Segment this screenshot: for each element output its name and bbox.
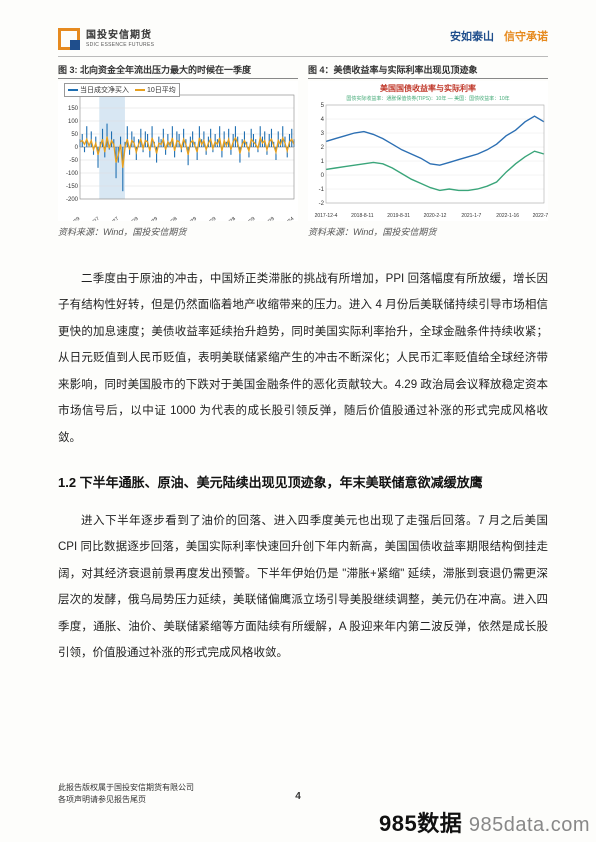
- charts-row: 图 3: 北向资金全年流出压力最大的时候在一季度 当日成交净买入 10日平均 -…: [58, 63, 548, 238]
- svg-text:-150: -150: [66, 184, 79, 190]
- svg-text:3: 3: [321, 131, 325, 137]
- logo-block: 国投安信期货 SDIC ESSENCE FUTURES: [58, 28, 154, 50]
- svg-text:4: 4: [321, 117, 325, 123]
- svg-text:2022/9/29: 2022/9/29: [235, 216, 256, 221]
- svg-text:-2: -2: [319, 201, 325, 207]
- svg-text:2017-12-4: 2017-12-4: [315, 213, 338, 219]
- chart4-inner-title: 美国国债收益率与实际利率: [308, 83, 548, 94]
- svg-text:1: 1: [321, 159, 325, 165]
- svg-text:2022/7/29: 2022/7/29: [197, 216, 218, 221]
- svg-text:2022/3/29: 2022/3/29: [119, 216, 140, 221]
- svg-text:-1: -1: [319, 187, 325, 193]
- svg-text:2022/10/29: 2022/10/29: [253, 216, 276, 221]
- svg-text:2022-1-16: 2022-1-16: [496, 213, 519, 219]
- slogan-right: 信守承诺: [504, 28, 548, 44]
- svg-text:2020-2-12: 2020-2-12: [424, 213, 447, 219]
- svg-text:2022/11/24: 2022/11/24: [273, 216, 296, 221]
- chart3-block: 图 3: 北向资金全年流出压力最大的时候在一季度 当日成交净买入 10日平均 -…: [58, 63, 298, 238]
- chart4-source: 资料来源：Wind，国投安信期货: [308, 225, 548, 238]
- svg-text:2022/6/29: 2022/6/29: [177, 216, 198, 221]
- chart4-area: 美国国债收益率与实际利率 国债实际收益率：通胀保值债券(TIPS)：10年 — …: [308, 81, 548, 221]
- svg-text:100: 100: [68, 119, 79, 125]
- paragraph-1: 二季度由于原油的冲击，中国矫正类滞胀的挑战有所增加，PPI 回落幅度有所放缓，增…: [58, 266, 548, 451]
- slogan-left: 安如泰山: [450, 28, 494, 44]
- svg-text:2022/2/27: 2022/2/27: [99, 216, 120, 221]
- svg-text:2: 2: [321, 145, 325, 151]
- slogan: 安如泰山 信守承诺: [450, 28, 548, 44]
- chart4-subtitle: 国债实际收益率：通胀保值债券(TIPS)：10年 — 美国：国债收益率：10年: [308, 95, 548, 102]
- svg-text:2022/5/28: 2022/5/28: [158, 216, 179, 221]
- logo-icon: [58, 28, 80, 50]
- svg-text:50: 50: [71, 132, 78, 138]
- svg-text:-200: -200: [66, 197, 79, 203]
- svg-text:2021-1-7: 2021-1-7: [461, 213, 481, 219]
- watermark-main: 985数据: [379, 811, 462, 836]
- logo-text-en: SDIC ESSENCE FUTURES: [86, 43, 154, 48]
- chart4-block: 图 4：美债收益率与实际利率出现见顶迹象 美国国债收益率与实际利率 国债实际收益…: [308, 63, 548, 238]
- chart3-legend1: 当日成交净买入: [80, 85, 129, 95]
- chart3-title: 图 3: 北向资金全年流出压力最大的时候在一季度: [58, 63, 298, 79]
- svg-text:2018-8-11: 2018-8-11: [351, 213, 374, 219]
- svg-text:150: 150: [68, 106, 79, 112]
- header-divider: [58, 56, 548, 57]
- svg-text:2022/4/29: 2022/4/29: [138, 216, 159, 221]
- watermark-url: 985data.com: [469, 814, 590, 836]
- chart4-title: 图 4：美债收益率与实际利率出现见顶迹象: [308, 63, 548, 79]
- svg-text:2022-7-23: 2022-7-23: [533, 213, 548, 219]
- svg-text:2022/1/27: 2022/1/27: [80, 216, 101, 221]
- chart3-legend2: 10日平均: [147, 85, 176, 95]
- svg-text:-100: -100: [66, 171, 79, 177]
- page-header: 国投安信期货 SDIC ESSENCE FUTURES 安如泰山 信守承诺: [58, 28, 548, 50]
- svg-text:2021/12/29: 2021/12/29: [58, 216, 81, 221]
- page-number: 4: [0, 791, 596, 802]
- svg-text:0: 0: [75, 145, 79, 151]
- svg-text:5: 5: [321, 103, 325, 109]
- svg-text:-50: -50: [69, 158, 78, 164]
- logo-text-cn: 国投安信期货: [86, 31, 154, 41]
- svg-text:2019-8-31: 2019-8-31: [387, 213, 410, 219]
- paragraph-2: 进入下半年逐步看到了油价的回落、进入四季度美元也出现了走强后回落。7 月之后美国…: [58, 508, 548, 667]
- watermark: 985数据 985data.com: [379, 806, 590, 838]
- chart3-legend: 当日成交净买入 10日平均: [64, 83, 180, 97]
- section-title: 1.2 下半年通胀、原油、美元陆续出现见顶迹象，年末美联储意欲减缓放鹰: [58, 473, 548, 494]
- svg-text:0: 0: [321, 173, 325, 179]
- chart3-source: 资料来源：Wind，国投安信期货: [58, 225, 298, 238]
- svg-text:2022/8/28: 2022/8/28: [216, 216, 237, 221]
- chart3-area: 当日成交净买入 10日平均 -200 -150 -100 -50 0 50 100 150 20…: [58, 81, 298, 221]
